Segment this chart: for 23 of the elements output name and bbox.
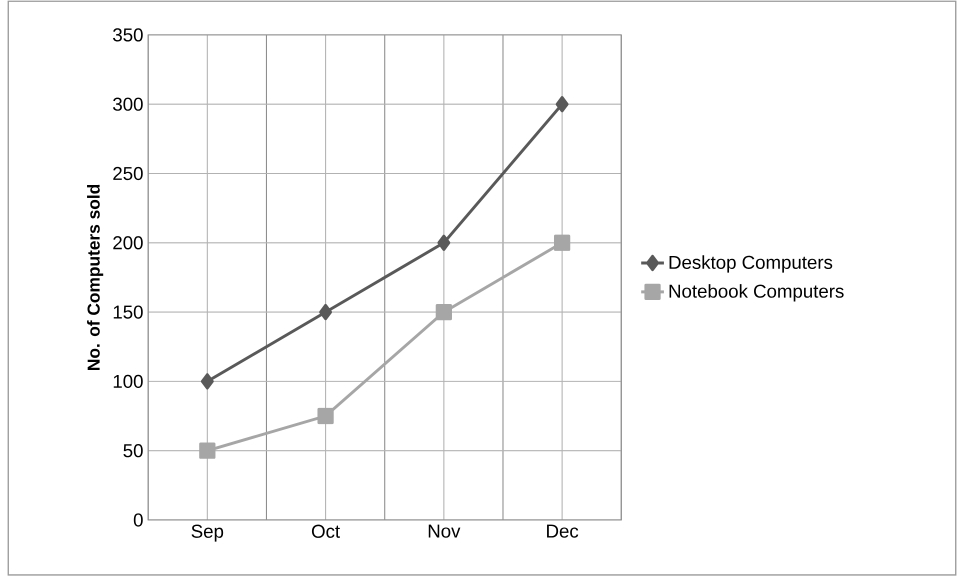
x-tick-label: Sep (192, 524, 224, 542)
point (436, 304, 452, 320)
y-tick-label: 200 (113, 236, 143, 250)
y-tick-label: 150 (114, 305, 143, 319)
point (556, 96, 569, 112)
y-tick-label: 350 (113, 28, 143, 42)
y-tick-label: 300 (113, 97, 143, 111)
point (554, 234, 570, 251)
x-tick-label: Nov (428, 524, 460, 538)
y-axis-title: No. of Computers sold (87, 184, 104, 370)
point (319, 304, 332, 320)
point (437, 234, 450, 251)
y-tick-label: 100 (114, 374, 143, 388)
y-tick-label: 0 (134, 513, 143, 526)
legend-label: Notebook Computers (670, 284, 844, 302)
point (199, 442, 216, 459)
x-tick-label: Oct (312, 524, 340, 538)
x-tick-label: Dec (547, 524, 578, 538)
point (200, 373, 214, 390)
y-tick-label: 50 (123, 444, 143, 458)
y-tick-label: 250 (113, 166, 143, 180)
point (317, 408, 334, 424)
legend-label: Desktop Computers (670, 255, 832, 273)
